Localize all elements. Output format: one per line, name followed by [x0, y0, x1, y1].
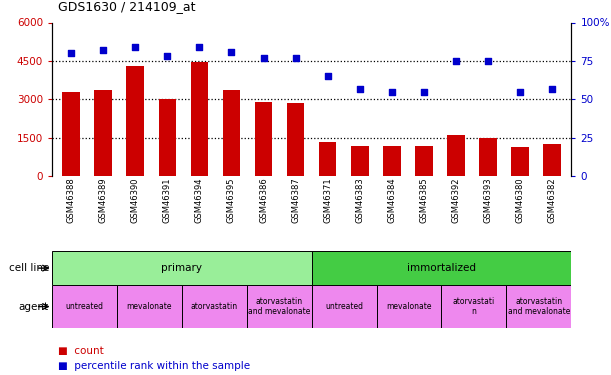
Bar	[62, 92, 80, 176]
Bar	[126, 66, 144, 176]
Text: immortalized: immortalized	[407, 263, 476, 273]
Bar	[191, 62, 208, 176]
Point	[66, 50, 76, 56]
Bar	[52, 285, 117, 328]
Bar	[222, 90, 240, 176]
Text: atorvastati
n: atorvastati n	[453, 297, 495, 316]
Bar	[95, 90, 112, 176]
Bar	[158, 99, 176, 176]
Bar	[52, 251, 312, 285]
Bar	[415, 146, 433, 176]
Text: mevalonate: mevalonate	[126, 302, 172, 311]
Text: cell line: cell line	[9, 263, 49, 273]
Bar	[543, 144, 561, 176]
Text: agent: agent	[19, 302, 49, 312]
Bar	[511, 147, 529, 176]
Point	[355, 86, 365, 92]
Bar	[383, 146, 401, 176]
Point	[547, 86, 557, 92]
Text: untreated: untreated	[65, 302, 103, 311]
Point	[130, 44, 140, 50]
Bar	[117, 285, 182, 328]
Bar	[376, 285, 442, 328]
Bar	[442, 285, 507, 328]
Point	[451, 58, 461, 64]
Bar	[479, 138, 497, 176]
Point	[227, 49, 236, 55]
Point	[483, 58, 493, 64]
Bar	[312, 285, 376, 328]
Point	[387, 89, 397, 95]
Bar	[255, 102, 273, 176]
Bar	[507, 285, 571, 328]
Text: mevalonate: mevalonate	[386, 302, 432, 311]
Bar	[247, 285, 312, 328]
Bar	[287, 103, 304, 176]
Text: atorvastatin
and mevalonate: atorvastatin and mevalonate	[248, 297, 310, 316]
Bar	[351, 146, 368, 176]
Point	[419, 89, 429, 95]
Point	[323, 74, 332, 80]
Bar	[319, 142, 337, 176]
Text: atorvastatin
and mevalonate: atorvastatin and mevalonate	[508, 297, 570, 316]
Point	[291, 55, 301, 61]
Text: primary: primary	[161, 263, 202, 273]
Point	[98, 47, 108, 53]
Bar	[447, 135, 465, 176]
Text: atorvastatin: atorvastatin	[191, 302, 238, 311]
Text: untreated: untreated	[325, 302, 363, 311]
Bar	[182, 285, 247, 328]
Text: ■  count: ■ count	[58, 346, 104, 355]
Point	[515, 89, 525, 95]
Text: GDS1630 / 214109_at: GDS1630 / 214109_at	[58, 0, 196, 13]
Point	[258, 55, 268, 61]
Point	[163, 53, 172, 59]
Text: ■  percentile rank within the sample: ■ percentile rank within the sample	[58, 361, 250, 370]
Bar	[312, 251, 571, 285]
Point	[194, 44, 204, 50]
